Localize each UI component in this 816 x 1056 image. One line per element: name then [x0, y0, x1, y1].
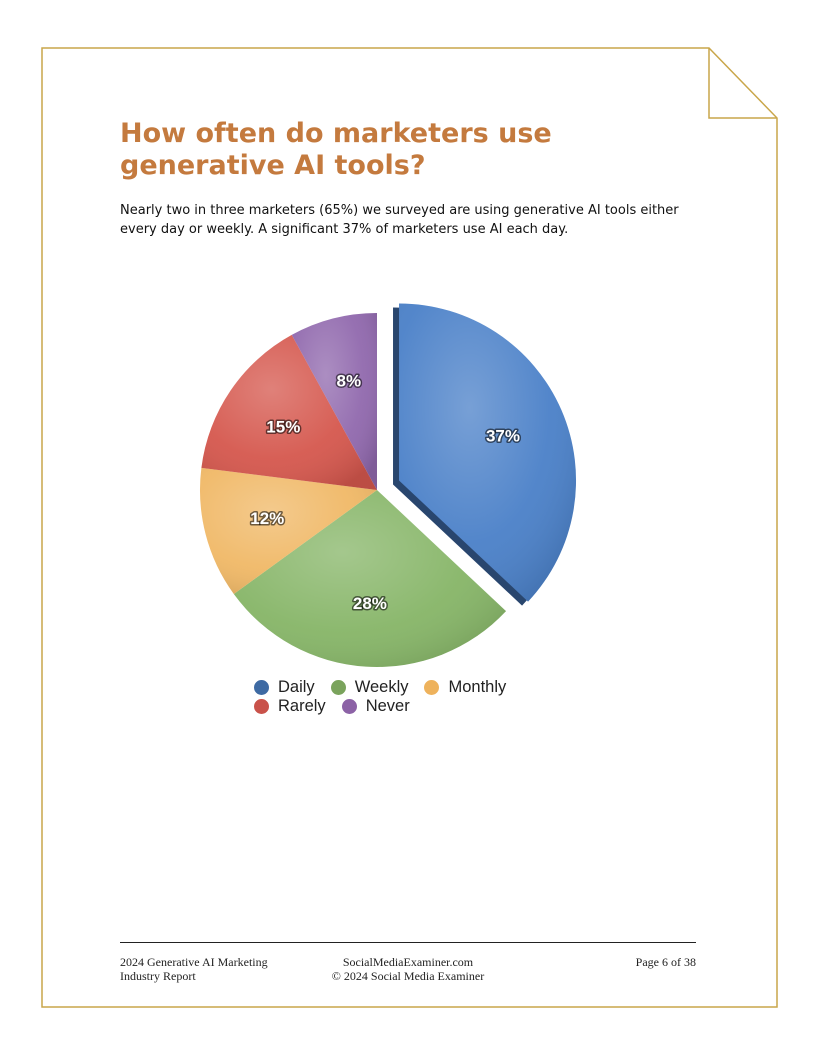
legend-item-weekly: Weekly [330, 678, 409, 697]
legend-row: Rarely Never [254, 697, 554, 716]
pie-slice-daily-shine [399, 303, 577, 602]
footer-site-url: SocialMediaExaminer.com [342, 955, 474, 969]
legend-swatch-weekly [330, 680, 346, 695]
legend-swatch-rarely [254, 699, 269, 714]
footer-page-number: Page 6 of 38 [635, 955, 696, 969]
footer-rule [120, 942, 696, 943]
legend-label-daily: Daily [278, 678, 315, 696]
chart-legend: Daily Weekly Monthly Rarely Never [254, 678, 554, 716]
legend-item-monthly: Monthly [424, 678, 506, 697]
data-label-daily-outline: 37% [486, 426, 520, 445]
legend-label-monthly: Monthly [448, 678, 507, 696]
pie-slice-monthly-shine [200, 467, 377, 595]
page-curl-icon [708, 48, 777, 119]
legend-label-rarely: Rarely [278, 697, 326, 715]
footer-copyright: © 2024 Social Media Examiner [331, 969, 485, 983]
legend-label-never: Never [365, 697, 410, 715]
footer-report-name: 2024 Generative AI Marketing Industry Re… [120, 955, 310, 983]
legend-item-never: Never [341, 697, 410, 716]
legend-swatch-daily [254, 680, 269, 695]
footer-site: SocialMediaExaminer.com © 2024 Social Me… [300, 955, 516, 983]
legend-swatch-never [341, 699, 357, 714]
legend-row: Daily Weekly Monthly [254, 678, 554, 697]
legend-label-weekly: Weekly [354, 678, 409, 696]
footer-report-line2: Industry Report [120, 969, 196, 983]
data-label-weekly: 28% [353, 594, 387, 613]
data-label-weekly-outline: 28% [353, 594, 387, 613]
pie-slice-never-shine [291, 313, 377, 490]
legend-item-rarely: Rarely [254, 697, 326, 716]
legend-item-daily: Daily [254, 678, 315, 697]
data-label-monthly-outline: 12% [250, 509, 284, 528]
data-label-never-outline: 8% [337, 371, 362, 390]
page-border [41, 47, 778, 1008]
data-label-rarely: 15% [266, 417, 300, 436]
intro-paragraph: Nearly two in three marketers (65%) we s… [120, 203, 679, 237]
data-label-daily: 37% [486, 426, 520, 445]
footer-report-line1: 2024 Generative AI Marketing [120, 955, 268, 969]
legend-swatch-monthly [424, 680, 440, 695]
pie-slice-weekly-shine [233, 490, 507, 667]
data-label-never: 8% [337, 371, 362, 390]
pie-slice-rarely-shine [201, 334, 377, 490]
data-label-monthly: 12% [250, 509, 284, 528]
page-title: How often do marketers use generative AI… [120, 118, 552, 181]
data-label-rarely-outline: 15% [266, 417, 300, 436]
